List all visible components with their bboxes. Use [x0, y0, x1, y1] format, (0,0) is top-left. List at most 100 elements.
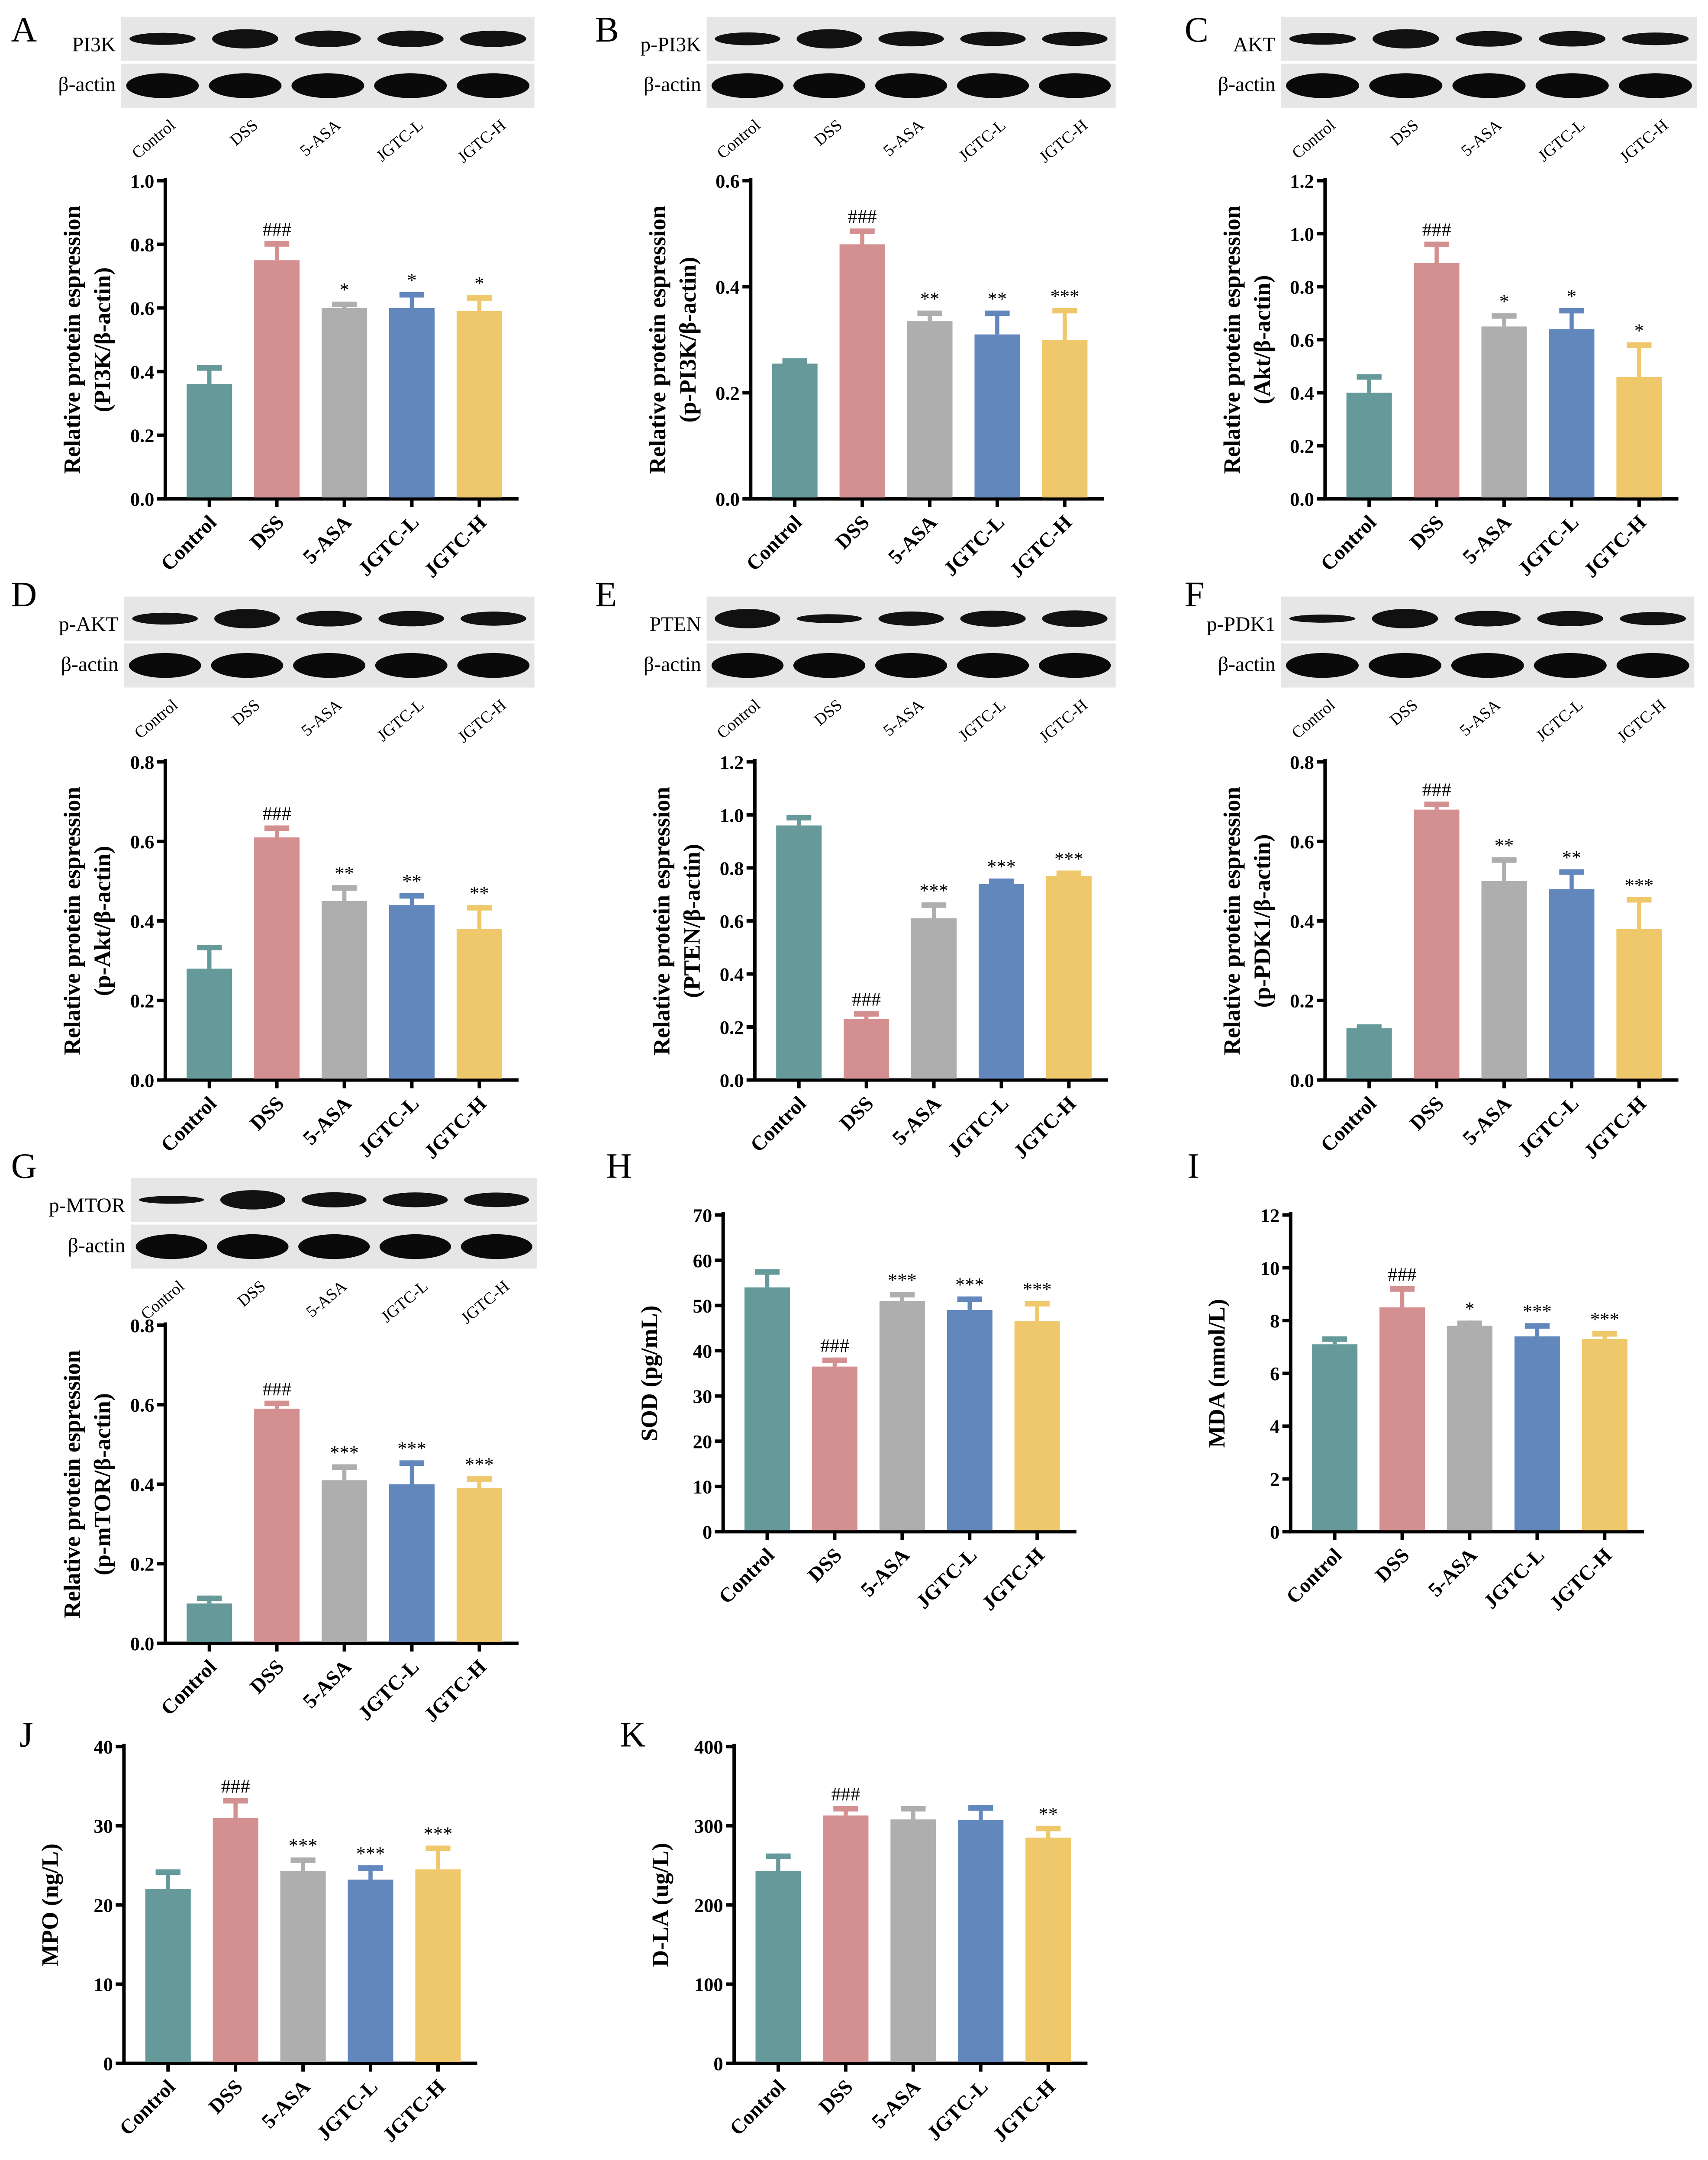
actin-band — [1286, 653, 1359, 678]
x-tick-label: DSS — [204, 2075, 247, 2118]
blot-protein-label: p-PDK1 — [1207, 613, 1276, 636]
bar-jgtc-l — [958, 1820, 1004, 2062]
significance-label: * — [1567, 285, 1576, 307]
y-tick-label: 20 — [93, 1895, 113, 1916]
blot-band — [301, 1192, 367, 1207]
x-tick-label: DSS — [831, 511, 874, 554]
significance-label: *** — [1050, 285, 1079, 307]
x-tick-label: JGTC-H — [1579, 1092, 1651, 1163]
bar-control — [744, 1287, 790, 1531]
blot-band — [464, 1192, 529, 1207]
panel-H: H 0 10 20 30 40 50 60 70 SOD (pg/mL) Control ### DSS… — [606, 1146, 1076, 1615]
bar-5-asa — [322, 308, 367, 498]
western-blot: p-PDK1 β-actin Control DSS 5-ASA JGTC-L JGTC-H — [1207, 596, 1695, 747]
actin-band — [711, 653, 784, 678]
y-tick-label: 200 — [694, 1895, 723, 1916]
blot-protein-label: PI3K — [72, 33, 116, 56]
bar-jgtc-h — [456, 929, 502, 1079]
significance-label: *** — [1523, 1301, 1552, 1322]
bar-dss — [844, 1019, 889, 1079]
y-tick-label: 0.4 — [130, 911, 155, 932]
y-tick-label: 300 — [694, 1816, 723, 1837]
y-tick-label: 10 — [693, 1476, 712, 1498]
significance-label: *** — [888, 1269, 917, 1291]
actin-band — [1369, 73, 1443, 98]
bar-5-asa — [1447, 1326, 1492, 1531]
panel-letter: I — [1187, 1146, 1199, 1185]
bar-5-asa — [1481, 881, 1527, 1079]
significance-label: ### — [262, 803, 291, 824]
x-tick-label: DSS — [1405, 1092, 1448, 1135]
western-blot: PTEN β-actin Control DSS 5-ASA JGTC-L JGTC-H — [644, 596, 1116, 747]
significance-label: ### — [262, 218, 291, 240]
actin-band — [1616, 653, 1689, 678]
x-tick-label: JGTC-L — [1514, 511, 1583, 580]
x-tick-label: Control — [742, 511, 806, 575]
blot-lane-label: 5-ASA — [1457, 696, 1504, 740]
x-tick-label: JGTC-L — [939, 511, 1009, 580]
blot-band — [878, 31, 944, 47]
actin-band — [211, 653, 284, 678]
y-tick-label: 10 — [93, 1974, 113, 1996]
blot-lane-label: JGTC-L — [1533, 696, 1586, 745]
blot-band — [1372, 609, 1438, 628]
x-tick-label: DSS — [245, 511, 288, 554]
x-tick-label: Control — [746, 1092, 810, 1156]
bar-control — [755, 1870, 801, 2062]
bar-jgtc-h — [456, 311, 502, 498]
y-axis-label: Relative protein espression — [649, 787, 675, 1055]
y-tick-label: 0.6 — [130, 1394, 155, 1416]
x-tick-label: DSS — [814, 2075, 857, 2118]
blot-band — [715, 609, 780, 628]
bar-control — [187, 969, 232, 1079]
bar-control — [187, 384, 232, 498]
blot-lane-label: JGTC-H — [1614, 696, 1669, 747]
blot-band — [1289, 615, 1356, 623]
blot-lane-label: JGTC-L — [378, 1277, 432, 1326]
blot-band — [383, 1192, 448, 1207]
significance-label: ### — [820, 1335, 849, 1356]
y-tick-label: 0 — [1270, 1521, 1279, 1543]
y-tick-label: 0.0 — [715, 488, 740, 510]
y-tick-label: 0 — [713, 2053, 723, 2075]
y-tick-label: 0.0 — [1290, 488, 1314, 510]
y-tick-label: 1.0 — [720, 805, 744, 826]
x-tick-label: 5-ASA — [884, 511, 941, 568]
blot-band — [220, 1190, 286, 1210]
x-tick-label: Control — [156, 511, 221, 575]
y-tick-label: 1.2 — [720, 751, 744, 773]
significance-label: ### — [221, 1775, 250, 1797]
significance-label: ** — [1495, 834, 1514, 856]
x-tick-label: DSS — [245, 1092, 288, 1135]
actin-band — [1535, 73, 1609, 98]
actin-band — [217, 1234, 289, 1259]
bar-dss — [839, 244, 885, 498]
y-axis-label: (Akt/β-actin) — [1249, 275, 1275, 405]
y-tick-label: 70 — [693, 1204, 712, 1226]
x-tick-label: 5-ASA — [888, 1092, 945, 1149]
blot-lane-label: 5-ASA — [880, 116, 928, 160]
x-tick-label: DSS — [803, 1544, 846, 1587]
blot-band — [1539, 31, 1606, 47]
blot-lane-label: JGTC-L — [955, 696, 1009, 745]
bar-dss — [1414, 263, 1460, 498]
significance-label: * — [474, 272, 484, 294]
actin-band — [1368, 653, 1441, 678]
blot-band — [461, 612, 526, 626]
actin-band — [126, 73, 199, 98]
y-axis-label: (p-PI3K/β-actin) — [675, 257, 701, 423]
bar-dss — [254, 260, 300, 498]
blot-lane-label: DSS — [226, 116, 261, 149]
blot-lane-label: Control — [131, 696, 181, 742]
x-tick-label: JGTC-H — [989, 2075, 1060, 2147]
bar-jgtc-h — [1014, 1321, 1060, 1531]
blot-band — [1042, 610, 1108, 627]
bar-control — [1312, 1344, 1358, 1531]
y-tick-label: 100 — [694, 1974, 723, 1996]
blot-band — [1042, 32, 1108, 46]
blot-lane-label: 5-ASA — [296, 116, 344, 160]
actin-band — [957, 653, 1029, 678]
y-axis-label: (PTEN/β-actin) — [679, 844, 705, 998]
x-tick-label: Control — [115, 2075, 180, 2140]
